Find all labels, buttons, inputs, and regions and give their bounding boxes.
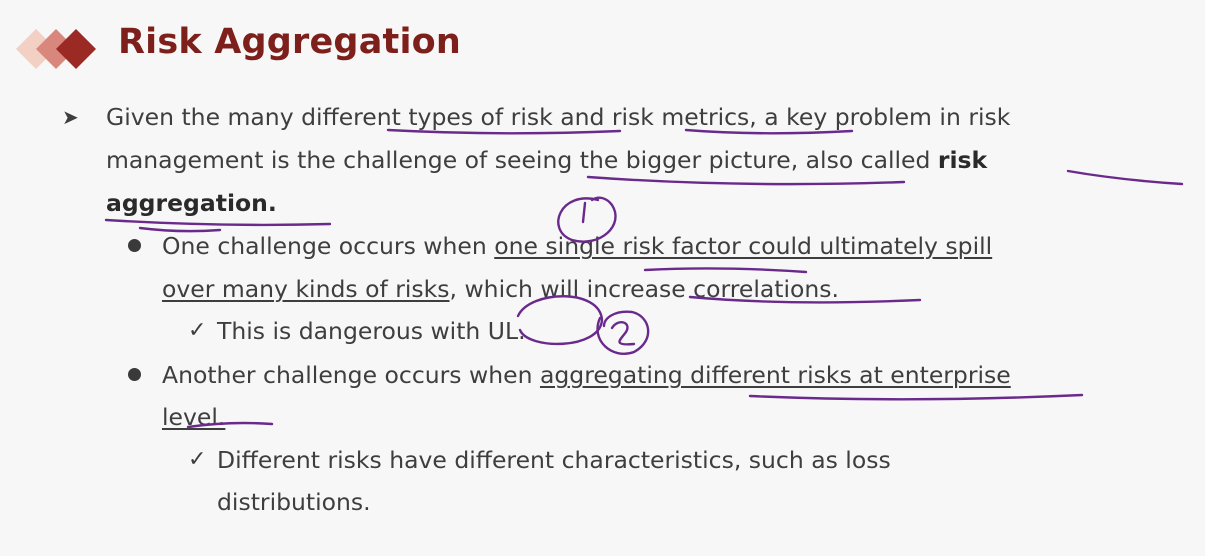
sub1-line2-text: , which will increase correlations. xyxy=(449,275,839,303)
ink-underline xyxy=(104,218,332,227)
ink-underline xyxy=(586,175,906,186)
ink-circle-2 xyxy=(596,310,650,355)
arrow-bullet-icon: ➤ xyxy=(62,105,79,129)
bullet1-line2: management is the challenge of seeing th… xyxy=(106,145,987,175)
bullet1-term-risk: risk xyxy=(937,146,988,174)
sub2-line1-underlined: aggregating different risks at enterpris… xyxy=(539,361,1011,389)
sub1-line2: over many kinds of risks, which will inc… xyxy=(162,274,839,304)
sub-bullet-dot xyxy=(128,368,141,381)
ink-one xyxy=(581,201,587,224)
bullet1-line2-text: management is the challenge of seeing th… xyxy=(106,146,938,174)
title-diamond-logo xyxy=(16,29,96,69)
sub2-check-line1: Different risks have different character… xyxy=(217,446,891,474)
sub2-check-line2: distributions. xyxy=(217,488,371,516)
ink-underline xyxy=(748,393,1084,401)
sub1-line1: One challenge occurs when one single ris… xyxy=(162,231,992,261)
sub1-check-text: This is dangerous with UL. xyxy=(217,317,526,345)
checkmark-icon: ✓ xyxy=(188,447,207,472)
sub2-line2-underlined: level. xyxy=(162,403,226,431)
ink-underline xyxy=(643,267,808,274)
ink-two xyxy=(610,321,636,346)
sub2-line1: Another challenge occurs when aggregatin… xyxy=(162,360,1011,390)
sub2-line1-text: Another challenge occurs when xyxy=(162,361,540,389)
ink-underline xyxy=(1066,169,1184,186)
bullet1-term-aggregation: aggregation. xyxy=(106,189,277,217)
sub1-line1-underlined: one single risk factor could ultimately … xyxy=(494,232,993,260)
page-title: Risk Aggregation xyxy=(118,22,461,62)
sub-bullet-dot xyxy=(128,239,141,252)
bullet1-line1: Given the many different types of risk a… xyxy=(106,103,1011,131)
sub1-line2-underlined: over many kinds of risks xyxy=(162,275,450,303)
sub1-line1-text: One challenge occurs when xyxy=(162,232,495,260)
checkmark-icon: ✓ xyxy=(188,318,207,343)
